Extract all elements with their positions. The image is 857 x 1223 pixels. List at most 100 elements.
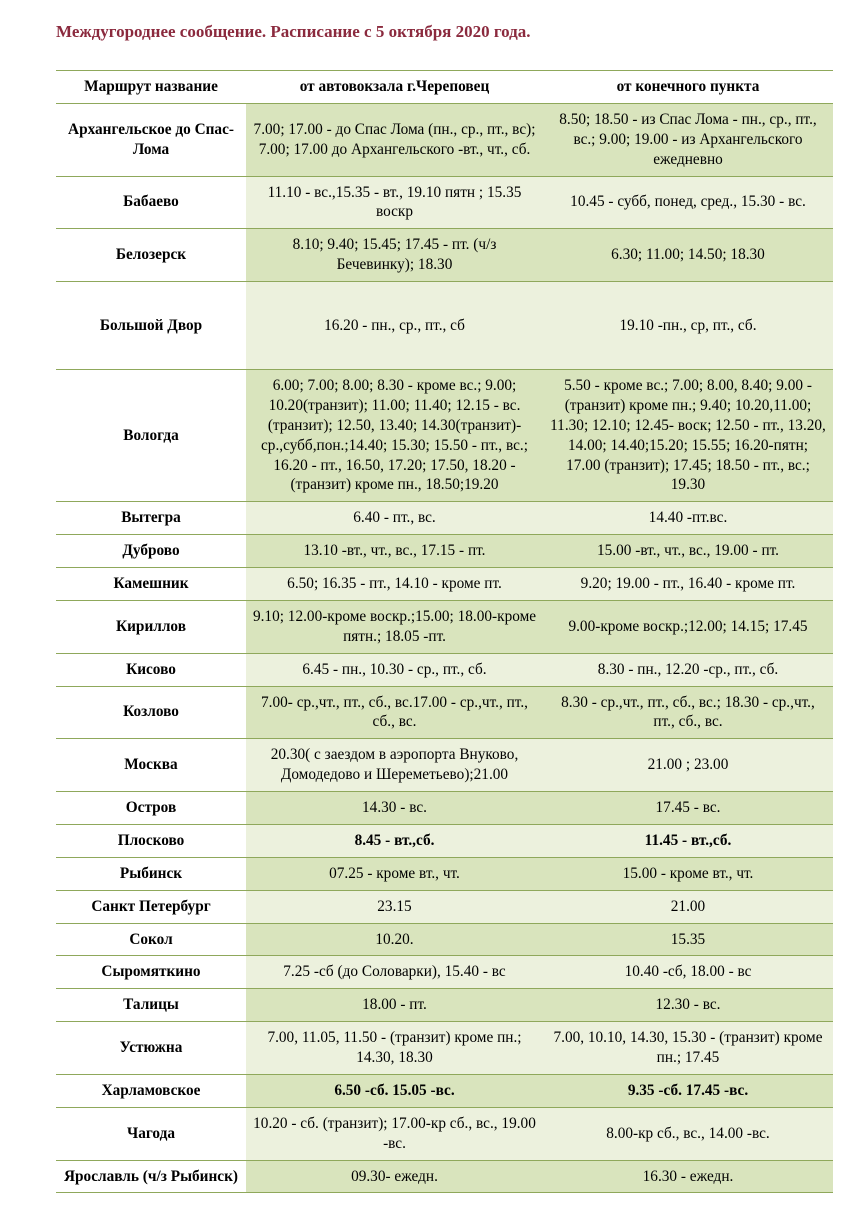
from-station-cell: 13.10 -вт., чт., вс., 17.15 - пт. (246, 535, 543, 568)
route-name-cell: Вытегра (56, 502, 246, 535)
column-header-from-endpoint: от конечного пункта (543, 71, 833, 104)
table-row: Талицы18.00 - пт.12.30 - вс. (56, 989, 833, 1022)
from-endpoint-cell: 5.50 - кроме вс.; 7.00; 8.00, 8.40; 9.00… (543, 370, 833, 502)
from-station-cell: 6.50 -сб. 15.05 -вс. (246, 1074, 543, 1107)
from-station-cell: 16.20 - пн., ср., пт., сб (246, 282, 543, 370)
from-station-cell: 6.50; 16.35 - пт., 14.10 - кроме пт. (246, 568, 543, 601)
table-body: Архангельское до Спас-Лома7.00; 17.00 - … (56, 103, 833, 1193)
column-header-route: Маршрут название (56, 71, 246, 104)
page-title: Междугороднее сообщение. Расписание с 5 … (56, 22, 827, 42)
from-endpoint-cell: 19.10 -пн., ср, пт., сб. (543, 282, 833, 370)
table-row: Дуброво13.10 -вт., чт., вс., 17.15 - пт.… (56, 535, 833, 568)
from-endpoint-cell: 8.30 - ср.,чт., пт., сб., вс.; 18.30 - с… (543, 686, 833, 739)
schedule-table: Маршрут название от автовокзала г.Черепо… (56, 70, 833, 1193)
from-station-cell: 7.00- ср.,чт., пт., сб., вс.17.00 - ср.,… (246, 686, 543, 739)
from-station-cell: 6.45 - пн., 10.30 - ср., пт., сб. (246, 653, 543, 686)
from-endpoint-cell: 10.45 - субб, понед, сред., 15.30 - вс. (543, 176, 833, 229)
from-station-cell: 6.00; 7.00; 8.00; 8.30 - кроме вс.; 9.00… (246, 370, 543, 502)
table-row: Устюжна7.00, 11.05, 11.50 - (транзит) кр… (56, 1022, 833, 1075)
table-row: Козлово7.00- ср.,чт., пт., сб., вс.17.00… (56, 686, 833, 739)
route-name-cell: Устюжна (56, 1022, 246, 1075)
table-row: Сыромяткино7.25 -сб (до Соловарки), 15.4… (56, 956, 833, 989)
route-name-cell: Кисово (56, 653, 246, 686)
from-endpoint-cell: 17.45 - вс. (543, 792, 833, 825)
table-row: Белозерск8.10; 9.40; 15.45; 17.45 - пт. … (56, 229, 833, 282)
table-row: Чагода10.20 - сб. (транзит); 17.00-кр сб… (56, 1107, 833, 1160)
route-name-cell: Сыромяткино (56, 956, 246, 989)
route-name-cell: Козлово (56, 686, 246, 739)
route-name-cell: Кириллов (56, 600, 246, 653)
route-name-cell: Ярославль (ч/з Рыбинск) (56, 1160, 246, 1193)
route-name-cell: Вологда (56, 370, 246, 502)
from-station-cell: 9.10; 12.00-кроме воскр.;15.00; 18.00-кр… (246, 600, 543, 653)
from-endpoint-cell: 9.00-кроме воскр.;12.00; 14.15; 17.45 (543, 600, 833, 653)
table-row: Архангельское до Спас-Лома7.00; 17.00 - … (56, 103, 833, 176)
route-name-cell: Чагода (56, 1107, 246, 1160)
from-station-cell: 7.25 -сб (до Соловарки), 15.40 - вс (246, 956, 543, 989)
from-station-cell: 11.10 - вс.,15.35 - вт., 19.10 пятн ; 15… (246, 176, 543, 229)
route-name-cell: Харламовское (56, 1074, 246, 1107)
from-endpoint-cell: 9.35 -сб. 17.45 -вс. (543, 1074, 833, 1107)
column-header-from-station: от автовокзала г.Череповец (246, 71, 543, 104)
from-station-cell: 7.00; 17.00 - до Спас Лома (пн., ср., пт… (246, 103, 543, 176)
from-station-cell: 10.20. (246, 923, 543, 956)
route-name-cell: Москва (56, 739, 246, 792)
from-endpoint-cell: 14.40 -пт.вс. (543, 502, 833, 535)
from-endpoint-cell: 8.50; 18.50 - из Спас Лома - пн., ср., п… (543, 103, 833, 176)
from-station-cell: 14.30 - вс. (246, 792, 543, 825)
table-row: Большой Двор16.20 - пн., ср., пт., сб19.… (56, 282, 833, 370)
table-row: Харламовское6.50 -сб. 15.05 -вс.9.35 -сб… (56, 1074, 833, 1107)
from-endpoint-cell: 16.30 - ежедн. (543, 1160, 833, 1193)
table-row: Сокол10.20.15.35 (56, 923, 833, 956)
from-station-cell: 20.30( с заездом в аэропорта Внуково, До… (246, 739, 543, 792)
from-station-cell: 8.10; 9.40; 15.45; 17.45 - пт. (ч/з Бече… (246, 229, 543, 282)
table-row: Камешник6.50; 16.35 - пт., 14.10 - кроме… (56, 568, 833, 601)
from-station-cell: 18.00 - пт. (246, 989, 543, 1022)
route-name-cell: Дуброво (56, 535, 246, 568)
from-endpoint-cell: 12.30 - вс. (543, 989, 833, 1022)
from-endpoint-cell: 15.00 - кроме вт., чт. (543, 857, 833, 890)
table-row: Москва20.30( с заездом в аэропорта Внуко… (56, 739, 833, 792)
route-name-cell: Талицы (56, 989, 246, 1022)
route-name-cell: Санкт Петербург (56, 890, 246, 923)
table-row: Ярославль (ч/з Рыбинск)09.30- ежедн.16.3… (56, 1160, 833, 1193)
route-name-cell: Белозерск (56, 229, 246, 282)
route-name-cell: Плосково (56, 824, 246, 857)
from-endpoint-cell: 15.00 -вт., чт., вс., 19.00 - пт. (543, 535, 833, 568)
table-row: Санкт Петербург23.1521.00 (56, 890, 833, 923)
table-row: Остров14.30 - вс.17.45 - вс. (56, 792, 833, 825)
route-name-cell: Большой Двор (56, 282, 246, 370)
from-endpoint-cell: 15.35 (543, 923, 833, 956)
from-station-cell: 6.40 - пт., вс. (246, 502, 543, 535)
table-row: Вытегра6.40 - пт., вс.14.40 -пт.вс. (56, 502, 833, 535)
from-station-cell: 8.45 - вт.,сб. (246, 824, 543, 857)
route-name-cell: Камешник (56, 568, 246, 601)
table-row: Рыбинск07.25 - кроме вт., чт.15.00 - кро… (56, 857, 833, 890)
table-row: Бабаево11.10 - вс.,15.35 - вт., 19.10 пя… (56, 176, 833, 229)
route-name-cell: Архангельское до Спас-Лома (56, 103, 246, 176)
from-station-cell: 10.20 - сб. (транзит); 17.00-кр сб., вс.… (246, 1107, 543, 1160)
table-row: Плосково8.45 - вт.,сб.11.45 - вт.,сб. (56, 824, 833, 857)
table-row: Кисово6.45 - пн., 10.30 - ср., пт., сб.8… (56, 653, 833, 686)
from-station-cell: 23.15 (246, 890, 543, 923)
from-station-cell: 07.25 - кроме вт., чт. (246, 857, 543, 890)
table-header: Маршрут название от автовокзала г.Черепо… (56, 71, 833, 104)
from-endpoint-cell: 10.40 -сб, 18.00 - вс (543, 956, 833, 989)
route-name-cell: Бабаево (56, 176, 246, 229)
from-station-cell: 7.00, 11.05, 11.50 - (транзит) кроме пн.… (246, 1022, 543, 1075)
route-name-cell: Рыбинск (56, 857, 246, 890)
from-endpoint-cell: 21.00 (543, 890, 833, 923)
from-endpoint-cell: 7.00, 10.10, 14.30, 15.30 - (транзит) кр… (543, 1022, 833, 1075)
from-endpoint-cell: 8.00-кр сб., вс., 14.00 -вс. (543, 1107, 833, 1160)
route-name-cell: Сокол (56, 923, 246, 956)
from-endpoint-cell: 21.00 ; 23.00 (543, 739, 833, 792)
page: Междугороднее сообщение. Расписание с 5 … (0, 0, 857, 1223)
from-endpoint-cell: 6.30; 11.00; 14.50; 18.30 (543, 229, 833, 282)
route-name-cell: Остров (56, 792, 246, 825)
table-row: Вологда6.00; 7.00; 8.00; 8.30 - кроме вс… (56, 370, 833, 502)
table-row: Кириллов9.10; 12.00-кроме воскр.;15.00; … (56, 600, 833, 653)
from-station-cell: 09.30- ежедн. (246, 1160, 543, 1193)
from-endpoint-cell: 8.30 - пн., 12.20 -ср., пт., сб. (543, 653, 833, 686)
from-endpoint-cell: 11.45 - вт.,сб. (543, 824, 833, 857)
from-endpoint-cell: 9.20; 19.00 - пт., 16.40 - кроме пт. (543, 568, 833, 601)
